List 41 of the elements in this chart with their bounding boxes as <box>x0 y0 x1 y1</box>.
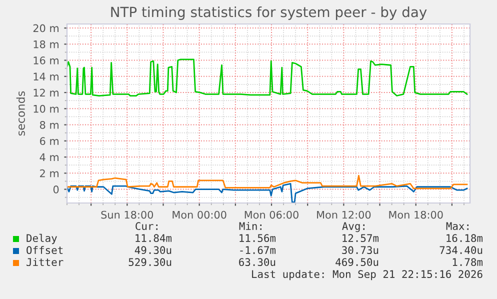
line-series <box>67 58 468 96</box>
text: 16.18m <box>446 234 483 242</box>
text: Min: <box>239 222 262 230</box>
text: Cur: <box>136 222 158 230</box>
text: Max: <box>446 222 468 230</box>
text: Avg: <box>342 222 364 232</box>
y-tick-label: 0 <box>53 186 59 194</box>
text: 11.56m <box>240 234 276 242</box>
text: -1.67m <box>240 246 276 254</box>
chart-title: NTP timing statistics for system peer - by day <box>111 6 427 20</box>
text: 12.57m <box>342 234 379 242</box>
y-axis-title: seconds <box>16 91 25 136</box>
y-tick-label: 14 m <box>34 72 58 80</box>
y-tick-label: 2 m <box>40 169 58 178</box>
x-tick-label: Sun 18:00 <box>101 210 154 219</box>
y-tick-label: 12 m <box>34 88 58 96</box>
x-tick-label: Mon 06:00 <box>244 210 298 219</box>
legend-label: Delay <box>26 234 57 244</box>
x-tick-label: Mon 00:00 <box>172 210 226 219</box>
line-series <box>67 182 468 203</box>
text: 1.78m <box>452 258 483 266</box>
text: Last update: Mon Sep 21 22:15:16 2026 <box>252 270 482 280</box>
y-tick-label: 18 m <box>34 40 58 48</box>
text: 63.30u <box>239 258 276 266</box>
text: 529.30u <box>128 258 172 266</box>
line-series <box>67 174 468 190</box>
y-tick-label: 4 m <box>40 153 58 161</box>
text: 30.73u <box>342 246 378 254</box>
y-tick-label: 8 m <box>40 121 58 129</box>
y-tick-label: 20 m <box>33 24 58 32</box>
x-tick-label: Mon 12:00 <box>317 210 371 219</box>
y-tick-label: 6 m <box>40 137 58 146</box>
text: 49.30u <box>134 246 172 254</box>
y-tick-label: 16 m <box>34 56 58 64</box>
y-tick-label: 10 m <box>34 104 58 113</box>
legend-label: Offset <box>26 246 63 254</box>
text: 734.40u <box>440 246 482 254</box>
x-tick-label: Mon 18:00 <box>389 210 443 219</box>
text: 11.84m <box>136 234 172 242</box>
text: 469.50u <box>336 258 378 266</box>
legend-label: Jitter <box>26 258 64 266</box>
